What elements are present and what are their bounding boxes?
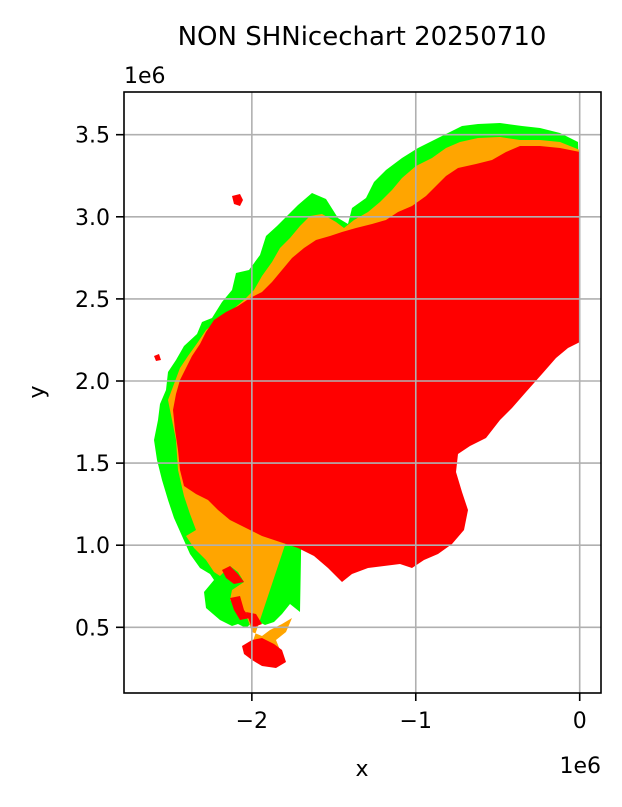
y-tick-label: 2.0 xyxy=(75,370,110,395)
ice-peninsula-red-1 xyxy=(222,566,244,584)
ice-chart-map xyxy=(154,123,580,668)
y-axis-label: y xyxy=(25,385,50,398)
x-axis-ticks: −2 −1 0 xyxy=(236,693,587,734)
ice-peninsula-red-3 xyxy=(246,612,262,628)
x-tick-label: 0 xyxy=(573,709,587,734)
y-tick-label: 1.0 xyxy=(75,534,110,559)
x-tick-label: −1 xyxy=(400,709,432,734)
gridlines xyxy=(124,92,601,693)
chart-title: NON SHNicechart 20250710 xyxy=(178,22,547,52)
y-offset-label: 1e6 xyxy=(124,64,166,89)
ice-islet-red-2 xyxy=(154,354,161,361)
y-tick-label: 1.5 xyxy=(75,452,110,477)
ice-peninsula-red-tip xyxy=(242,638,286,668)
plot-frame xyxy=(123,91,602,694)
y-tick-label: 2.5 xyxy=(75,288,110,313)
x-tick-label: −2 xyxy=(236,709,268,734)
y-tick-label: 0.5 xyxy=(75,616,110,641)
x-axis-label: x xyxy=(355,757,368,782)
ice-mass-red xyxy=(173,146,580,582)
y-tick-label: 3.0 xyxy=(75,206,110,231)
y-tick-label: 3.5 xyxy=(75,124,110,149)
ice-islet-red-1 xyxy=(232,194,243,206)
ice-peninsula-red-2 xyxy=(230,596,250,620)
x-offset-label: 1e6 xyxy=(559,754,601,779)
y-axis-ticks: 0.5 1.0 1.5 2.0 2.5 3.0 3.5 xyxy=(75,124,124,641)
